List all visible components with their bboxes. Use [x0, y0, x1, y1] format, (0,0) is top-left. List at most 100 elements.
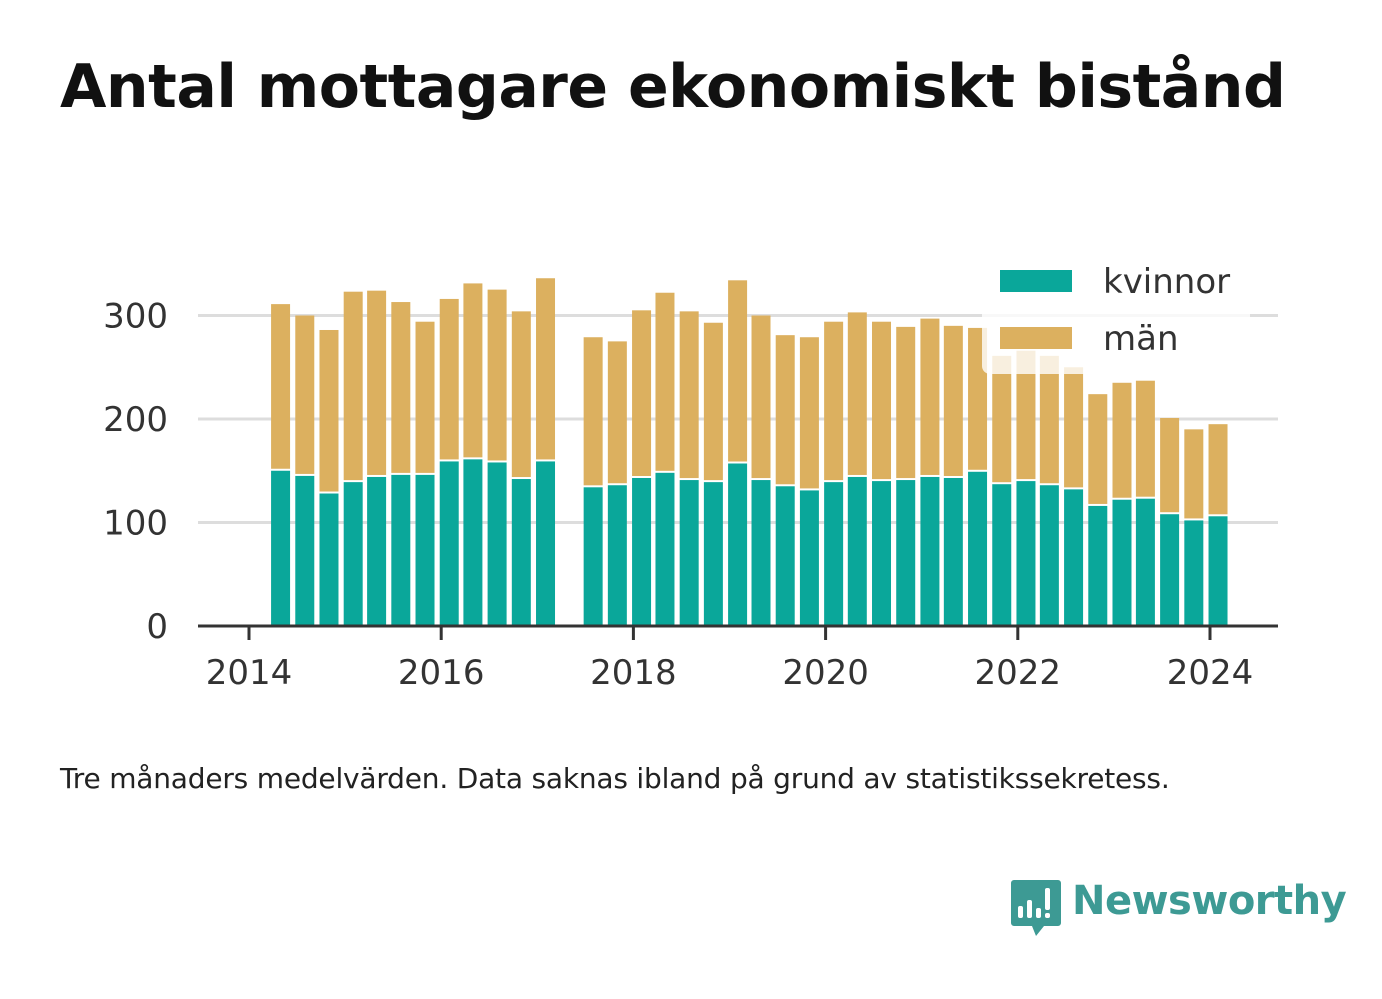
- bar-kvinnor: [920, 476, 940, 626]
- bar-man: [1064, 367, 1084, 488]
- bar-man: [536, 278, 556, 460]
- legend-label-kvinnor: kvinnor: [1103, 262, 1230, 302]
- x-tick-label: 2020: [782, 653, 869, 693]
- bar-man: [1208, 424, 1228, 515]
- bar-kvinnor: [703, 482, 723, 626]
- legend-swatch-man: [1000, 327, 1072, 349]
- x-tick-label: 2022: [975, 653, 1062, 693]
- bar-man: [415, 321, 435, 473]
- bar-man: [847, 312, 867, 475]
- bar-man: [295, 315, 315, 474]
- bar-kvinnor: [655, 472, 675, 626]
- y-tick-label: 200: [103, 400, 168, 440]
- x-tick-label: 2016: [398, 653, 485, 693]
- bar-man: [679, 311, 699, 479]
- y-tick-label: 0: [146, 607, 168, 647]
- x-tick-label: 2024: [1167, 653, 1254, 693]
- bar-kvinnor: [583, 487, 603, 626]
- bar-kvinnor: [1112, 499, 1132, 626]
- chart-title: Antal mottagare ekonomiskt bistånd: [60, 52, 1286, 122]
- bar-man: [655, 292, 675, 471]
- bars: [271, 278, 1228, 626]
- bar-man: [728, 280, 748, 462]
- bar-man: [391, 302, 411, 473]
- bar-man: [992, 355, 1012, 483]
- x-tick-label: 2014: [206, 653, 293, 693]
- bar-kvinnor: [943, 477, 963, 626]
- bar-man: [463, 283, 483, 458]
- bar-man: [583, 337, 603, 486]
- bar-kvinnor: [1208, 516, 1228, 626]
- bar-man: [1160, 417, 1180, 513]
- bar-chart-speech-bubble-icon: [1011, 880, 1061, 936]
- x-tick-label: 2018: [590, 653, 677, 693]
- bar-man: [920, 318, 940, 475]
- bar-kvinnor: [632, 477, 652, 626]
- legend: kvinnor män: [982, 256, 1250, 374]
- bar-kvinnor: [367, 476, 387, 626]
- bar-kvinnor: [463, 459, 483, 626]
- bar-man: [703, 322, 723, 481]
- bar-kvinnor: [775, 486, 795, 626]
- bar-man: [271, 304, 291, 469]
- bar-kvinnor: [847, 476, 867, 626]
- bar-man: [872, 321, 892, 480]
- x-axis: [198, 624, 1278, 640]
- bar-man: [824, 321, 844, 481]
- bar-kvinnor: [415, 474, 435, 626]
- bar-kvinnor: [343, 482, 363, 626]
- bar-man: [1016, 350, 1036, 480]
- bar-kvinnor: [1184, 520, 1204, 626]
- bar-kvinnor: [1135, 498, 1155, 626]
- bar-kvinnor: [487, 462, 507, 626]
- bar-kvinnor: [728, 463, 748, 626]
- bar-kvinnor: [607, 485, 627, 626]
- bar-kvinnor: [968, 471, 988, 626]
- bar-kvinnor: [536, 461, 556, 626]
- bar-man: [1184, 429, 1204, 519]
- bar-kvinnor: [1088, 505, 1108, 626]
- brand-name: Newsworthy: [1072, 878, 1347, 924]
- y-tick-label: 300: [103, 297, 168, 337]
- bar-kvinnor: [511, 479, 531, 626]
- bar-kvinnor: [1160, 514, 1180, 626]
- bar-kvinnor: [391, 474, 411, 626]
- bar-man: [343, 291, 363, 481]
- bar-man: [775, 335, 795, 485]
- bar-kvinnor: [799, 490, 819, 626]
- bar-man: [487, 289, 507, 461]
- x-axis-tick-labels: 2014 2016 2018 2020 2022 2024: [206, 653, 1254, 693]
- brand: Newsworthy: [1010, 878, 1347, 942]
- bar-kvinnor: [1064, 489, 1084, 626]
- bar-kvinnor: [295, 475, 315, 626]
- legend-swatch-kvinnor: [1000, 270, 1072, 292]
- bar-man: [799, 337, 819, 489]
- bar-kvinnor: [751, 480, 771, 626]
- bar-man: [1135, 380, 1155, 497]
- y-axis-tick-labels: 0 100 200 300: [103, 297, 168, 648]
- bar-man: [943, 325, 963, 476]
- chart-note: Tre månaders medelvärden. Data saknas ib…: [60, 762, 1170, 795]
- bar-man: [319, 329, 339, 492]
- bar-man: [1112, 382, 1132, 498]
- bar-kvinnor: [271, 470, 291, 626]
- bar-kvinnor: [1016, 481, 1036, 626]
- bar-man: [511, 311, 531, 478]
- bar-kvinnor: [1039, 485, 1059, 626]
- bar-kvinnor: [992, 484, 1012, 626]
- bar-man: [632, 310, 652, 476]
- bar-man: [367, 290, 387, 475]
- bar-man: [896, 326, 916, 479]
- bar-man: [607, 341, 627, 484]
- legend-label-man: män: [1103, 319, 1179, 359]
- bar-man: [751, 315, 771, 479]
- bar-kvinnor: [439, 461, 459, 626]
- bar-kvinnor: [319, 493, 339, 626]
- bar-kvinnor: [824, 482, 844, 626]
- bar-kvinnor: [679, 480, 699, 626]
- bar-man: [439, 298, 459, 460]
- bar-kvinnor: [872, 481, 892, 626]
- y-tick-label: 100: [103, 504, 168, 544]
- bar-man: [1088, 394, 1108, 504]
